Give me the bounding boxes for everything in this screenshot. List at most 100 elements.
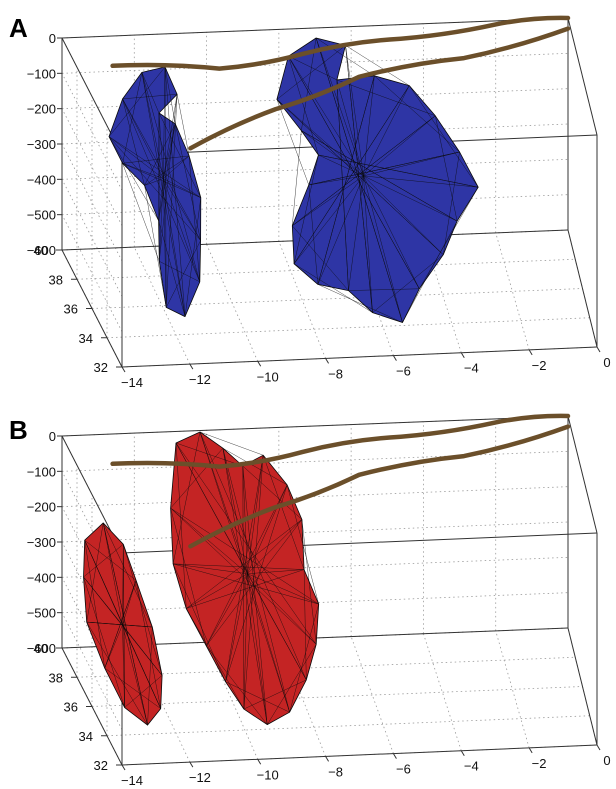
grid-floor-y [106, 317, 590, 339]
tick-mark [121, 366, 126, 373]
body-mesh-line [247, 573, 290, 713]
body-west-body [83, 522, 163, 726]
body-mesh-line [170, 448, 224, 509]
body-mesh-line [409, 85, 479, 188]
body-surface [108, 66, 202, 318]
body-mesh-line [293, 263, 373, 313]
body-mesh-line [286, 484, 319, 605]
z-tick-label: −400 [27, 172, 56, 187]
body-mesh-line [225, 681, 290, 713]
trace-southern-trace [188, 424, 571, 549]
grid-floor-x [495, 630, 530, 748]
tick-mark [392, 753, 397, 759]
grid-floor-x [495, 232, 530, 350]
body-mesh-line [144, 185, 167, 308]
body-mesh-line [206, 645, 268, 725]
body-mesh-line [247, 573, 319, 605]
body-mesh-line [293, 154, 319, 264]
z-tick-label: 0 [49, 31, 56, 46]
grid-floor-x [350, 636, 394, 754]
body-mesh-line [163, 178, 200, 282]
body-mesh-line [144, 178, 164, 186]
body-mesh-line [164, 67, 186, 317]
body-mesh-line [301, 130, 364, 177]
box-edge [61, 415, 569, 437]
body-mesh-line [317, 75, 375, 285]
body-mesh-line [345, 45, 410, 86]
body-mesh-line [276, 45, 346, 100]
body-mesh-line [122, 163, 164, 179]
z-tick-label: −100 [27, 464, 56, 479]
body-mesh-line [163, 67, 166, 179]
x-tick-label: −4 [464, 759, 479, 774]
body-mesh-line [242, 466, 245, 710]
body-mesh-line [104, 580, 137, 669]
body-mesh-line [206, 573, 248, 646]
x-tick-label: 0 [603, 355, 610, 370]
body-mesh-line [173, 563, 319, 605]
body-mesh-line [247, 484, 288, 574]
panel-b-axes [61, 415, 598, 766]
body-mesh-line [267, 644, 317, 725]
body-mesh-line [83, 544, 124, 578]
body-mesh-line [345, 45, 364, 176]
body-mesh-line [144, 123, 176, 186]
z-tick-label: −200 [27, 102, 56, 117]
grid-back-z [61, 521, 569, 543]
body-mesh-line [363, 85, 410, 177]
y-tick-label: 40 [34, 641, 48, 656]
body-mesh-line [86, 522, 104, 623]
tick-mark [596, 744, 601, 751]
body-mesh-line [123, 544, 163, 676]
body-mesh-line [315, 37, 364, 176]
body-mesh-line [172, 431, 201, 564]
tick-mark [460, 352, 465, 358]
grid-floor-x [423, 633, 462, 751]
body-mesh-line [206, 484, 288, 646]
body-mesh-line [336, 79, 436, 116]
body-mesh-line [103, 522, 148, 726]
body-mesh-line [301, 130, 458, 222]
x-tick-label: −2 [532, 358, 547, 373]
body-mesh-line [122, 624, 125, 708]
body-mesh-line [243, 455, 264, 710]
x-tick-label: −14 [121, 773, 143, 788]
body-mesh-line [164, 67, 167, 308]
body-mesh-line [363, 175, 373, 313]
grid-back-z [61, 486, 569, 508]
body-mesh-line [163, 178, 167, 308]
body-mesh-line [315, 37, 375, 77]
panel-b-bodies [83, 431, 320, 726]
body-mesh-line [292, 130, 302, 226]
z-tick-label: −300 [27, 535, 56, 550]
body-mesh-line [199, 431, 248, 574]
body-mesh-line [363, 75, 375, 176]
body-central-body [170, 431, 320, 725]
z-tick-label: −400 [27, 570, 56, 585]
x-tick-label: −14 [121, 375, 143, 390]
grid-back-z [61, 450, 569, 472]
y-tick-label: 32 [94, 758, 108, 773]
body-west-body [108, 66, 202, 318]
body-mesh-line [83, 576, 125, 708]
body-mesh-line [225, 573, 248, 682]
body-mesh-line [222, 448, 290, 713]
body-mesh-line [288, 56, 420, 289]
body-mesh-line [158, 123, 176, 221]
body-mesh-line [159, 178, 164, 262]
body-mesh-line [288, 56, 319, 156]
y-tick-label: 32 [94, 360, 108, 375]
tick-mark [189, 761, 194, 768]
body-mesh-line [176, 94, 190, 156]
body-mesh-line [170, 508, 207, 646]
body-mesh-line [123, 544, 125, 708]
body-mesh-line [163, 178, 186, 317]
x-axis-line [121, 744, 598, 766]
body-mesh-line [186, 573, 248, 609]
body-mesh-line [108, 66, 166, 137]
body-mesh-line [276, 99, 444, 255]
x-tick-label: −8 [328, 764, 343, 779]
body-mesh-line [86, 621, 123, 626]
